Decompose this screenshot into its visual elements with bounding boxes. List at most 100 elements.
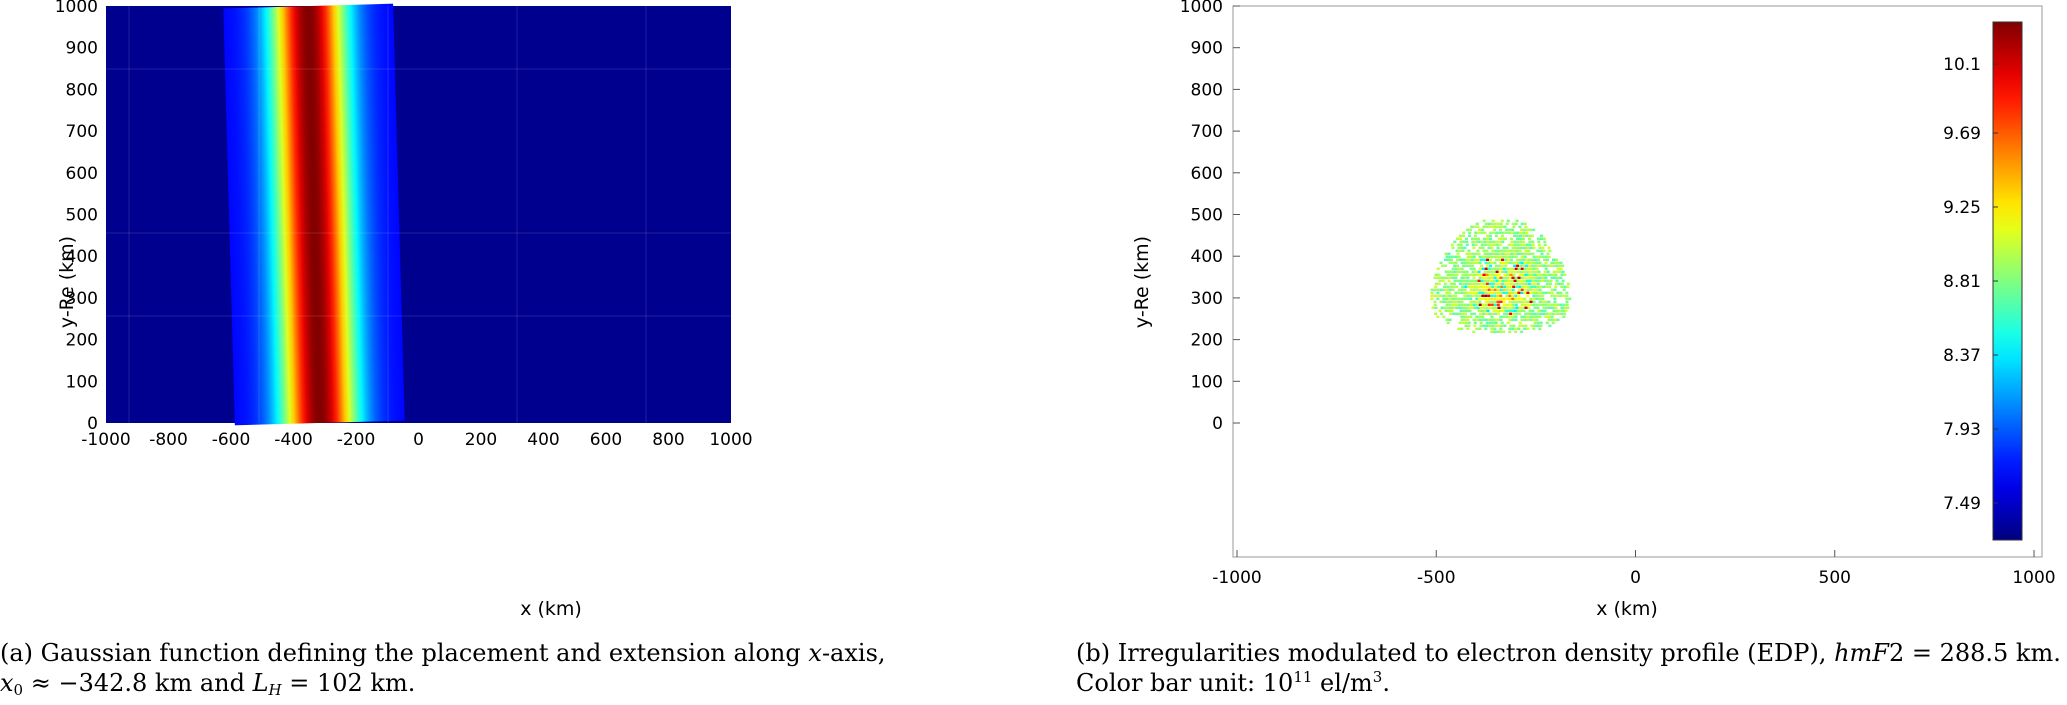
density-cell [1539,324,1543,327]
density-cell [1560,282,1564,285]
density-cell [1500,285,1504,288]
density-cell [1470,306,1474,309]
density-cell [1493,288,1497,291]
density-cell [1555,258,1558,261]
density-cell [1536,312,1540,315]
density-cell [1491,225,1495,228]
y-tick-label: 100 [66,372,98,392]
density-cell [1471,258,1474,261]
density-cell [1533,273,1537,276]
density-cell [1531,258,1534,261]
density-cell [1556,294,1560,297]
density-cell [1531,264,1535,267]
density-cell [1544,300,1548,303]
density-cell [1499,297,1503,300]
density-cell [1526,276,1530,279]
density-cell [1513,309,1517,312]
density-cell [1484,297,1488,300]
density-cell [1523,303,1527,306]
density-cell [1518,249,1522,252]
colorbar-tick-label: 9.25 [1943,198,1981,218]
density-cell [1448,294,1452,297]
density-cell [1452,282,1456,285]
density-cell [1473,225,1477,228]
density-cell [1493,267,1497,270]
y-tick-label: 100 [1191,372,1223,392]
density-cell [1461,321,1465,324]
density-cell [1506,219,1510,222]
density-cell [1472,303,1476,306]
density-cell [1502,255,1506,258]
density-cell [1500,324,1504,327]
density-cell [1485,306,1489,309]
density-cell [1483,243,1487,246]
density-cell [1478,246,1482,249]
density-cell [1433,294,1437,297]
density-cell [1536,282,1540,285]
density-cell [1529,318,1533,321]
density-cell [1526,318,1530,321]
x-tick-label: -1000 [81,430,130,450]
density-cell [1524,282,1528,285]
density-cell [1535,318,1539,321]
density-cell [1512,312,1516,315]
density-cell [1494,321,1498,324]
density-cell [1465,243,1469,246]
density-cell [1526,315,1530,318]
density-cell [1515,312,1519,315]
density-cell [1476,282,1480,285]
density-cell [1508,255,1512,258]
density-cell [1542,249,1546,252]
density-cell [1530,285,1534,288]
density-cell [1537,243,1541,246]
density-cell [1500,225,1504,228]
density-cell [1473,312,1477,315]
density-cell [1439,288,1443,291]
density-cell [1472,267,1476,270]
density-cell [1516,240,1520,243]
density-cell [1462,270,1466,273]
density-cell [1448,297,1452,300]
density-cell [1538,294,1542,297]
density-cell [1509,282,1513,285]
density-cell [1503,312,1507,315]
density-cell [1517,261,1521,264]
density-cell [1519,240,1523,243]
density-cell [1482,324,1486,327]
density-cell [1482,219,1486,222]
density-cell [1489,243,1493,246]
density-cell [1542,273,1546,276]
density-cell [1442,300,1446,303]
density-cell [1444,264,1448,267]
density-cell [1532,276,1536,279]
density-cell [1540,279,1544,282]
density-cell [1457,303,1461,306]
density-cell [1523,255,1527,258]
density-cell [1511,303,1515,306]
density-cell [1498,309,1502,312]
density-cell [1526,288,1530,291]
density-cell [1483,231,1487,234]
density-cell [1520,228,1524,231]
density-cell [1522,234,1525,237]
density-cell [1533,321,1537,324]
panel-a-y-axis-label: y-Re (km) [56,236,78,328]
density-cell [1478,228,1482,231]
density-cell [1445,297,1449,300]
panel-b-irregularity-blob [1430,219,1572,333]
density-cell [1561,270,1565,273]
density-cell [1502,300,1506,303]
density-cell [1522,237,1525,240]
density-cell [1532,246,1536,249]
density-cell [1519,279,1523,282]
density-cell [1473,324,1477,327]
density-cell [1560,273,1564,276]
density-cell [1501,231,1505,234]
x-tick-label: 500 [1819,568,1851,588]
density-cell [1467,249,1471,252]
density-cell [1517,300,1521,303]
density-cell [1507,279,1511,282]
density-cell [1508,318,1512,321]
density-cell [1499,291,1503,294]
density-cell [1497,225,1501,228]
